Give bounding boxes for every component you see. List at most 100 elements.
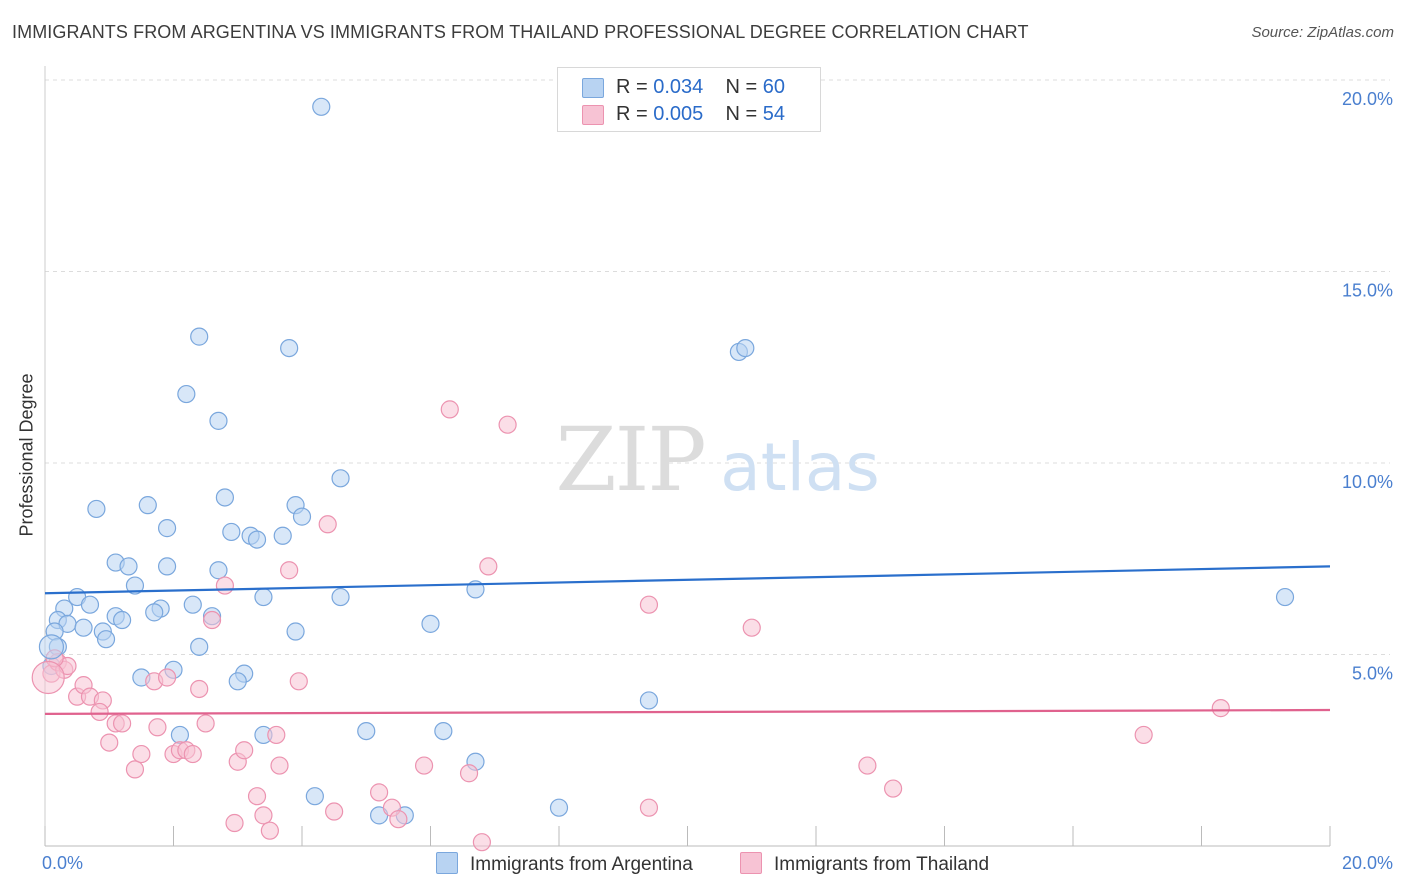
axes [44,66,1331,847]
thailand-point [190,679,209,699]
thailand-point [472,833,491,852]
thailand-point [389,810,408,829]
thailand-point [318,515,337,534]
argentina-point [157,519,177,538]
legend-r-label: R = [616,76,654,98]
trend-lines [44,565,1331,715]
thailand-point [883,779,903,798]
y-axis-label: Professional Degree [16,373,37,537]
argentina-point [280,339,299,358]
argentina-point [74,618,93,637]
x-tick-label: 20.0% [1342,853,1393,873]
argentina-point [331,469,350,488]
argentina-point [228,672,247,691]
bottom-legend-thailand: Immigrants from Thailand [740,852,989,876]
thailand-point [260,821,279,840]
correlation-legend: R = 0.034 N = 60 R = 0.005 N = 54 [557,67,821,132]
argentina-point [183,595,202,614]
thailand-point [742,618,761,637]
argentina-point [125,576,145,595]
argentina-point [157,557,177,576]
argentina-swatch [582,78,604,98]
thailand-point [132,744,151,764]
thailand-point [479,557,498,576]
argentina-point [112,610,132,630]
legend-n-label: N = [725,76,763,98]
argentina-point [209,561,228,580]
thailand-point [100,733,119,752]
legend-n-value: 60 [762,76,786,98]
argentina-swatch [436,852,458,874]
thailand-point [225,813,244,833]
argentina-point [170,725,190,745]
thailand-point [858,756,877,775]
gridlines [45,79,1390,655]
bottom-legend-argentina-label: Immigrants from Argentina [470,854,693,875]
argentina-trend-line [44,565,1331,595]
thailand-point [414,756,434,775]
argentina-point [209,411,228,430]
thailand-point [254,806,273,825]
argentina-point [87,499,106,519]
thailand-point [125,760,145,779]
watermark: ZIP atlas [555,408,879,511]
thailand-point [440,400,459,419]
argentina-point [145,603,164,622]
thailand-point [196,714,215,733]
thailand-point [639,798,659,817]
bottom-legend-argentina: Immigrants from Argentina [436,852,693,876]
argentina-point [138,496,157,515]
argentina-point [286,622,305,641]
argentina-point [305,787,324,806]
thailand-point [325,802,344,821]
thailand-point [183,744,202,764]
thailand-point [280,561,299,580]
thailand-point [270,756,289,775]
y-tick-label: 20.0% [1342,89,1393,109]
y-tick-label: 5.0% [1352,664,1393,684]
argentina-point [254,587,273,607]
source-credit: Source: ZipAtlas.com [1251,24,1394,41]
legend-n-value: 54 [762,103,786,125]
tick-labels: 5.0% 10.0% 15.0% 20.0% 0.0% 20.0% [42,89,1393,873]
thailand-point [639,595,659,614]
chart-title: IMMIGRANTS FROM ARGENTINA VS IMMIGRANTS … [12,22,1029,42]
argentina-point [96,630,116,649]
y-tick-label: 15.0% [1342,281,1393,301]
argentina-point [190,637,209,656]
argentina-point [273,526,292,545]
argentina-point [357,721,376,741]
thailand-swatch [740,852,762,874]
thailand-point [235,741,254,760]
x-tick-label: 0.0% [42,853,83,873]
thailand-point [157,668,177,687]
argentina-point [331,587,350,607]
thailand-point [1134,725,1153,745]
argentina-point [247,530,267,549]
argentina-point [736,339,755,358]
argentina-point [421,614,440,633]
argentina-point [549,798,569,817]
thailand-point [90,702,109,722]
thailand-point [459,764,479,783]
watermark-atlas: atlas [720,429,880,506]
thailand-cluster-point [31,660,65,695]
data-points [31,97,1295,852]
thailand-point [289,672,308,691]
legend-n-label: N = [725,103,763,125]
thailand-point [215,576,234,595]
thailand-swatch [582,105,604,125]
legend-r-label: R = [616,103,654,125]
thailand-point [202,610,222,630]
argentina-point [639,691,659,710]
argentina-point [177,384,196,404]
argentina-point [222,522,241,542]
thailand-point [267,725,286,745]
argentina-point [80,595,100,614]
argentina-point [292,507,312,526]
argentina-point [1275,587,1295,607]
legend-r-value: 0.034 [653,76,704,98]
thailand-point [1211,699,1230,718]
thailand-point [112,714,132,733]
